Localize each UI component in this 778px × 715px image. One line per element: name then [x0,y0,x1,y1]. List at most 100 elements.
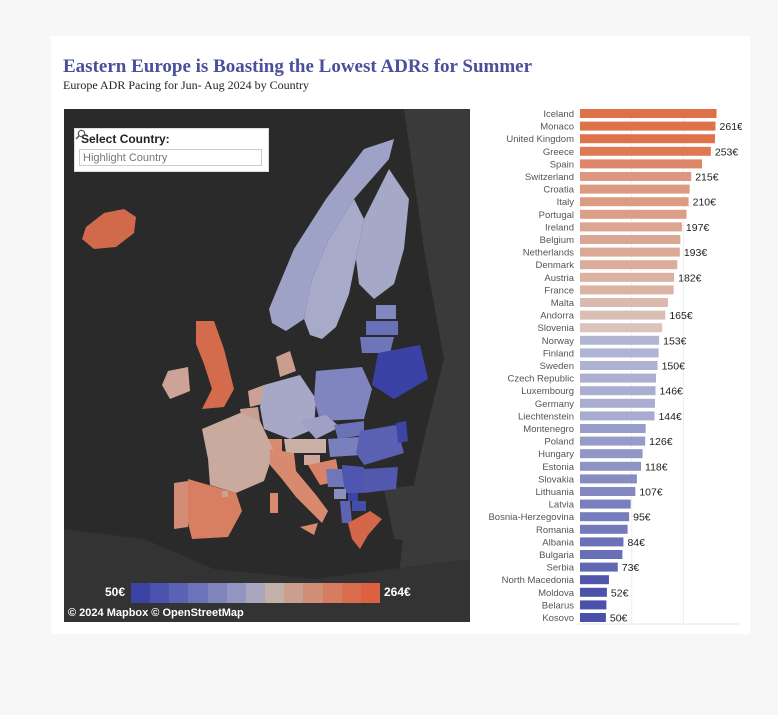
legend-swatch [226,583,246,603]
country-hungary[interactable] [328,437,362,457]
bar[interactable] [580,298,668,307]
bar[interactable] [580,109,717,118]
category-label: Iceland [543,109,574,120]
data-label: 50€ [610,613,628,625]
country-czech-republic[interactable] [300,415,340,439]
country-bulgaria[interactable] [364,467,398,493]
country-montenegro[interactable] [334,489,346,499]
bar[interactable] [580,159,703,169]
bar[interactable] [580,222,682,232]
bar[interactable] [580,449,643,459]
bar[interactable] [580,474,637,484]
bar[interactable] [580,235,681,244]
country-ireland[interactable] [162,367,190,399]
data-label: 107€ [639,487,663,499]
bar[interactable] [580,146,711,156]
country-austria[interactable] [284,439,326,453]
category-label: United Kingdom [506,134,574,145]
bar[interactable] [580,461,642,471]
bar-chart-svg: Iceland Monaco 261€ United Kingdom Greece 253… [488,108,743,625]
bar[interactable] [580,310,666,320]
bar[interactable] [580,172,692,181]
legend-swatch [131,583,151,603]
category-label: Norway [542,336,574,347]
country-albania[interactable] [340,501,352,523]
country-spain[interactable] [188,479,242,539]
bar[interactable] [580,361,658,370]
country-finland[interactable] [356,169,409,299]
category-label: Greece [543,147,574,158]
bar[interactable] [580,436,646,446]
bar[interactable] [580,613,606,622]
map-attribution[interactable]: © 2024 Mapbox © OpenStreetMap [68,607,244,619]
bar[interactable] [580,184,690,194]
map-shapes[interactable] [64,109,470,622]
country-lithuania[interactable] [360,337,394,353]
country-kosovo[interactable] [348,493,358,501]
legend-swatch [265,583,285,603]
bar[interactable] [580,512,630,522]
country-poland[interactable] [314,367,372,421]
bar[interactable] [580,537,624,547]
country-portugal[interactable] [174,481,188,529]
category-label: Czech Republic [507,374,574,385]
bar[interactable] [580,197,689,207]
country-france[interactable] [202,413,274,493]
country-latvia[interactable] [366,321,398,335]
country-bosnia-herzegovina[interactable] [326,469,344,487]
country-belarus[interactable] [372,345,428,399]
country-andorra[interactable] [222,491,228,497]
bar[interactable] [580,411,655,421]
country-sardinia[interactable] [270,493,278,513]
legend-swatch [150,583,170,603]
bar[interactable] [580,247,680,257]
bar[interactable] [580,386,656,396]
search-icon[interactable] [75,129,86,140]
bar[interactable] [580,348,659,358]
bar[interactable] [580,550,623,559]
bar[interactable] [580,398,655,408]
category-label: Ireland [545,222,574,233]
country-iceland[interactable] [82,209,136,249]
country-estonia[interactable] [376,305,396,319]
bar[interactable] [580,424,646,433]
bar[interactable] [580,209,687,219]
bar[interactable] [580,121,716,131]
country-sweden[interactable] [304,199,364,339]
bar[interactable] [580,600,607,610]
bar[interactable] [580,272,675,282]
category-label: Portugal [539,210,574,221]
bar[interactable] [580,487,636,496]
country-moldova[interactable] [396,421,408,443]
highlight-country-input[interactable] [79,149,262,166]
bar[interactable] [580,587,607,597]
country-sicily[interactable] [300,523,318,535]
country-north-macedonia[interactable] [352,501,366,511]
bar[interactable] [580,285,674,295]
country-slovakia[interactable] [334,421,364,439]
bar[interactable] [580,335,660,345]
category-label: Netherlands [523,248,574,259]
bar[interactable] [580,373,657,383]
bar[interactable] [580,524,628,534]
country-united-kingdom[interactable] [196,321,234,409]
bar[interactable] [580,562,618,572]
data-label: 215€ [695,172,719,184]
data-label: 210€ [693,197,717,209]
country-denmark[interactable] [276,351,296,377]
bar[interactable] [580,499,631,509]
country-selector: Select Country: [74,128,269,172]
bar[interactable] [580,260,678,270]
country-serbia[interactable] [342,465,364,493]
category-label: Malta [551,298,575,309]
bar[interactable] [580,575,609,585]
country-romania[interactable] [356,425,404,465]
category-label: Romania [536,525,575,536]
bar[interactable] [580,323,663,333]
category-label: North Macedonia [502,575,575,586]
country-greece[interactable] [348,511,382,549]
europe-map[interactable]: Select Country: 50€ 264€ © 2024 Mapbox ©… [64,109,470,622]
country-slovenia[interactable] [304,455,320,465]
bar[interactable] [580,134,715,144]
country-italy[interactable] [270,449,328,523]
